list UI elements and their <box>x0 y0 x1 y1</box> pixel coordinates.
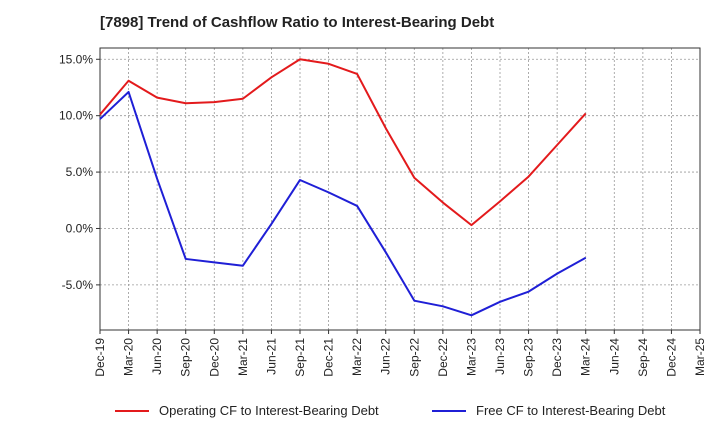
x-tick-label: Dec-24 <box>664 338 678 377</box>
x-tick-label: Jun-24 <box>607 338 621 375</box>
x-tick-label: Sep-24 <box>636 338 650 377</box>
chart-legend: Operating CF to Interest-Bearing Debt Fr… <box>0 403 720 425</box>
legend-label-free-cf: Free CF to Interest-Bearing Debt <box>476 403 666 418</box>
y-tick-label: 5.0% <box>66 165 94 179</box>
x-tick-label: Mar-25 <box>693 338 707 376</box>
x-tick-label: Sep-22 <box>407 338 421 377</box>
series-line-free-cf <box>99 90 587 317</box>
legend-label-operating-cf: Operating CF to Interest-Bearing Debt <box>159 403 379 418</box>
x-tick-label: Dec-21 <box>322 338 336 377</box>
x-tick-label: Mar-24 <box>579 338 593 376</box>
x-tick-label: Dec-22 <box>436 338 450 377</box>
y-tick-label: -5.0% <box>62 278 94 292</box>
series-line-operating-cf <box>99 58 587 227</box>
x-tick-label: Jun-20 <box>150 338 164 375</box>
x-tick-label: Dec-19 <box>93 338 107 377</box>
x-tick-label: Sep-20 <box>179 338 193 377</box>
x-tick-label: Dec-20 <box>207 338 221 377</box>
legend-item-operating-cf: Operating CF to Interest-Bearing Debt <box>115 403 379 418</box>
x-tick-label: Jun-22 <box>379 338 393 375</box>
y-tick-label: 15.0% <box>59 52 93 66</box>
x-tick-label: Mar-21 <box>236 338 250 376</box>
x-tick-label: Mar-22 <box>350 338 364 376</box>
y-tick-label: 0.0% <box>66 221 94 235</box>
x-tick-label: Jun-21 <box>264 338 278 375</box>
legend-item-free-cf: Free CF to Interest-Bearing Debt <box>432 403 665 418</box>
x-tick-label: Mar-20 <box>122 338 136 376</box>
y-tick-label: 10.0% <box>59 109 93 123</box>
x-tick-label: Sep-23 <box>522 338 536 377</box>
x-tick-label: Dec-23 <box>550 338 564 377</box>
x-tick-label: Jun-23 <box>493 338 507 375</box>
chart-title: [7898] Trend of Cashflow Ratio to Intere… <box>100 14 495 31</box>
plot-frame <box>99 47 701 331</box>
legend-swatch-free-cf <box>432 409 466 412</box>
x-tick-label: Sep-21 <box>293 338 307 377</box>
x-tick-label: Mar-23 <box>464 338 478 376</box>
legend-swatch-operating-cf <box>115 409 149 412</box>
